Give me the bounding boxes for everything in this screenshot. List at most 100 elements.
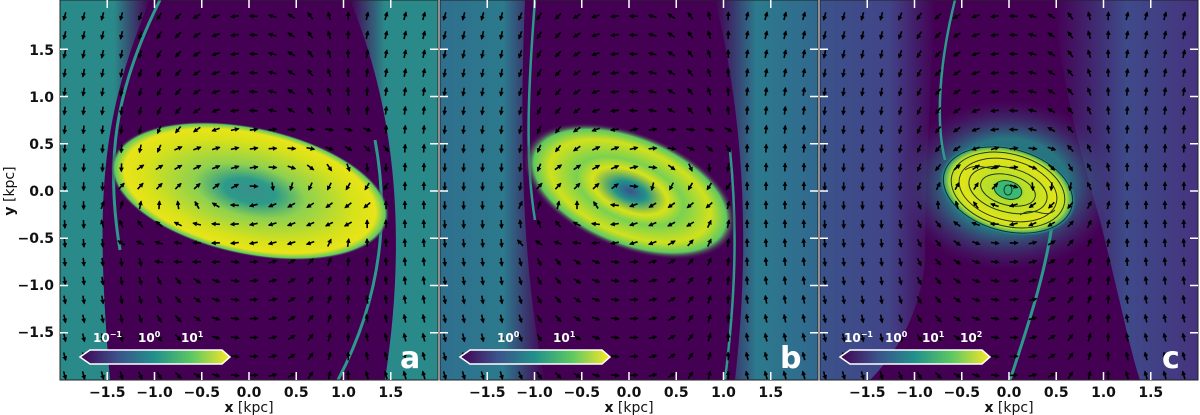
quiver-arrow [345, 182, 351, 191]
quiver-arrow [230, 297, 240, 303]
quiver-arrow [647, 108, 657, 113]
quiver-arrow [119, 144, 124, 154]
quiver-arrow [516, 239, 524, 247]
quiver-arrow [461, 333, 466, 343]
quiver-arrow [1162, 143, 1168, 153]
quiver-arrow [1124, 124, 1130, 134]
quiver-arrow [461, 106, 466, 116]
quiver-arrow [860, 68, 865, 78]
quiver-arrow [306, 127, 316, 132]
quiver-arrow [364, 30, 370, 40]
quiver-arrow [990, 335, 1000, 340]
quiver-arrow [194, 200, 200, 210]
quiver-arrow [100, 295, 105, 305]
quiver-arrow [536, 106, 542, 116]
quiver-arrow [822, 106, 828, 116]
quiver-arrow [822, 276, 828, 286]
quiver-arrow [155, 182, 163, 190]
y-axis-label: y [kpc] [2, 166, 18, 215]
quiver-arrow [383, 275, 389, 285]
quiver-arrow [1028, 278, 1038, 284]
quiver-arrow [536, 371, 543, 380]
quiver-arrow [499, 257, 504, 267]
quiver-arrow [536, 219, 542, 229]
quiver-arrow [193, 164, 202, 170]
quiver-arrow [609, 13, 619, 19]
quiver-arrow [346, 163, 351, 173]
quiver-arrow [345, 238, 351, 248]
quiver-arrow [916, 182, 922, 191]
quiver-arrow [119, 200, 124, 210]
quiver-arrow [174, 146, 183, 151]
quiver-arrow [1087, 313, 1092, 323]
panel-b-colorbar [458, 349, 612, 365]
quiver-arrow [707, 276, 712, 285]
quiver-arrow [706, 238, 712, 247]
quiver-arrow [801, 86, 807, 96]
quiver-arrow [364, 49, 370, 59]
quiver-arrow [971, 51, 980, 57]
quiver-arrow [1181, 294, 1187, 304]
quiver-arrow [156, 31, 162, 40]
quiver-arrow [1105, 162, 1111, 172]
quiver-arrow [267, 240, 277, 246]
quiver-arrow [119, 87, 124, 97]
quiver-arrow [267, 32, 277, 38]
quiver-arrow [1086, 162, 1092, 172]
quiver-arrow [971, 13, 980, 19]
quiver-arrow [707, 313, 712, 323]
quiver-arrow [573, 334, 582, 341]
quiver-arrow [782, 49, 788, 59]
quiver-arrow [421, 124, 427, 134]
panel-b-right-filament [723, 149, 736, 380]
quiver-arrow [879, 68, 884, 78]
quiver-arrow [686, 221, 695, 227]
quiver-arrow [100, 87, 105, 97]
quiver-arrow [1047, 334, 1056, 341]
panel-b-left-filament [527, 0, 537, 221]
quiver-arrow [822, 257, 828, 267]
quiver-arrow [363, 145, 371, 152]
quiver-arrow [934, 296, 942, 304]
quiver-arrow [363, 127, 372, 132]
quiver-arrow [1067, 371, 1074, 379]
quiver-arrow [782, 256, 788, 266]
panel-c-upper-filament [938, 0, 957, 161]
quiver-arrow [1181, 275, 1187, 285]
quiver-arrow [402, 256, 408, 266]
quiver-arrow [1030, 182, 1036, 192]
quiver-arrow [119, 333, 124, 343]
quiver-arrow [480, 87, 485, 97]
quiver-arrow [648, 202, 657, 208]
quiver-arrow [1047, 108, 1056, 114]
quiver-arrow [1028, 316, 1038, 321]
quiver-arrow [499, 295, 504, 305]
x-tick-label: −1.5 [469, 385, 506, 401]
x-tick-label: 1.0 [711, 385, 736, 401]
quiver-arrow [591, 51, 600, 57]
quiver-arrow [307, 371, 314, 379]
quiver-arrow [629, 202, 638, 208]
axis-ticks [60, 0, 1198, 380]
quiver-arrow [897, 125, 903, 135]
quiver-arrow [137, 68, 143, 78]
quiver-arrow [534, 240, 544, 246]
panel-a-right-filament [336, 139, 384, 380]
quiver-arrow [62, 276, 68, 286]
quiver-arrow [590, 240, 600, 246]
quiver-arrow [573, 277, 582, 284]
quiver-arrow [480, 333, 485, 343]
quiver-arrow [499, 333, 504, 343]
quiver-arrow [687, 87, 694, 96]
quiver-arrow [119, 49, 124, 59]
quiver-arrow [192, 221, 202, 227]
quiver-arrow [1047, 32, 1056, 38]
quiver-arrow [822, 87, 828, 97]
quiver-arrow [442, 31, 448, 40]
quiver-arrow [1162, 11, 1168, 21]
quiver-arrow [879, 31, 884, 40]
quiver-arrow [763, 370, 769, 380]
quiver-arrow [916, 125, 922, 135]
quiver-arrow [898, 314, 903, 324]
quiver-arrow [687, 295, 694, 304]
